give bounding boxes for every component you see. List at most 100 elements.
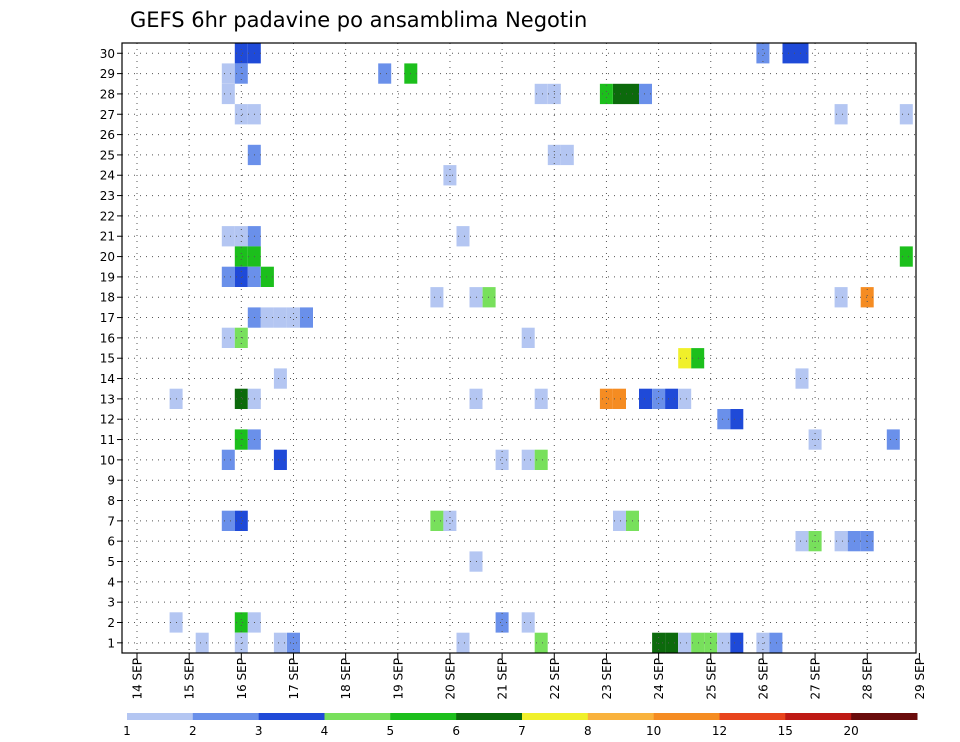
colorbar-swatch: [653, 713, 720, 720]
y-tick-label: 7: [107, 514, 115, 528]
y-tick-label: 25: [100, 148, 115, 162]
y-tick-label: 4: [107, 575, 115, 589]
heat-cell: [834, 287, 848, 308]
x-tick-label: 21 SEP: [496, 658, 510, 700]
heat-cell: [599, 388, 613, 409]
heat-cell: [534, 388, 548, 409]
colorbar-swatch: [785, 713, 852, 720]
heat-cell: [221, 266, 235, 287]
y-tick-label: 20: [100, 250, 115, 264]
heat-cell: [300, 307, 313, 328]
y-tick-label: 6: [107, 535, 115, 549]
y-tick-label: 28: [100, 87, 115, 101]
heat-cell: [717, 409, 731, 430]
heat-cell: [443, 510, 457, 531]
x-tick-label: 29 SEP: [913, 658, 927, 700]
heat-cell: [665, 632, 679, 653]
heat-cell: [195, 632, 209, 653]
heat-cell: [495, 612, 509, 633]
heat-cell: [834, 104, 848, 125]
plot-frame: [121, 42, 917, 654]
heat-cell: [795, 43, 809, 64]
y-tick-label: 9: [107, 474, 115, 488]
heat-cell: [639, 83, 652, 105]
colorbar-swatch: [522, 713, 589, 720]
heat-cell: [730, 409, 744, 430]
heat-cell: [234, 226, 248, 247]
colorbar-swatch: [390, 713, 457, 720]
heat-cell: [613, 510, 626, 531]
y-tick-label: 23: [100, 189, 115, 203]
y-tick-label: 14: [100, 372, 115, 386]
heat-cell: [652, 388, 666, 409]
heat-cell: [691, 348, 705, 369]
heat-cell: [678, 348, 692, 369]
colorbar-label: 3: [255, 724, 263, 738]
y-tick-label: 16: [100, 331, 115, 345]
heat-cell: [834, 531, 848, 552]
y-tick-label: 3: [107, 596, 115, 610]
heat-cell: [273, 449, 287, 470]
x-tick-label: 25 SEP: [704, 658, 718, 700]
heat-cell: [221, 226, 235, 247]
heat-cell: [221, 510, 235, 531]
heat-cell: [221, 63, 235, 84]
heat-cell: [378, 63, 392, 84]
heat-cell: [456, 226, 470, 247]
heat-cell: [639, 388, 652, 409]
colorbar-label: 8: [584, 724, 592, 738]
y-tick-label: 5: [107, 555, 115, 569]
y-tick-label: 27: [100, 108, 115, 122]
heat-cell: [234, 510, 248, 531]
heat-cell: [234, 104, 248, 125]
heat-cell: [613, 83, 626, 105]
heat-cell: [260, 307, 274, 328]
y-tick-label: 24: [100, 169, 115, 183]
y-tick-label: 1: [107, 636, 115, 650]
grid-layer: [122, 43, 916, 653]
y-tick-label: 18: [100, 291, 115, 305]
x-tick-label: 22 SEP: [548, 658, 562, 700]
x-tick-label: 14 SEP: [131, 658, 145, 700]
heat-cell: [782, 43, 796, 64]
heat-cell: [652, 632, 666, 653]
y-tick-label: 2: [107, 616, 115, 630]
heat-cell: [717, 632, 731, 653]
colorbar-label: 7: [518, 724, 526, 738]
heat-cell: [456, 632, 470, 653]
y-tick-label: 22: [100, 209, 115, 223]
x-tick-label: 16 SEP: [235, 658, 249, 700]
heat-cell: [756, 43, 770, 64]
y-tick-label: 11: [100, 433, 115, 447]
heat-cell: [260, 266, 274, 287]
y-tick-label: 29: [100, 67, 115, 81]
colorbar-label: 1: [123, 724, 131, 738]
x-tick-label: 20 SEP: [444, 658, 458, 700]
heat-cell: [730, 632, 744, 653]
heat-cell: [899, 246, 913, 267]
heat-cell: [534, 632, 548, 653]
x-tick-label: 19 SEP: [391, 658, 405, 700]
y-tick-label: 17: [100, 311, 115, 325]
heat-cell: [678, 632, 692, 653]
heat-cell: [769, 632, 783, 653]
heat-cell: [287, 632, 300, 653]
heat-cell: [273, 307, 287, 328]
y-tick-label: 13: [100, 392, 115, 406]
y-tick-label: 21: [100, 230, 115, 244]
colorbar-label: 12: [712, 724, 727, 738]
heat-cell: [521, 612, 535, 633]
colorbar-label: 4: [321, 724, 329, 738]
heat-cell: [534, 449, 548, 470]
heat-cell: [521, 449, 535, 470]
y-tick-label: 8: [107, 494, 115, 508]
heat-cell: [495, 449, 509, 470]
cells-layer: [169, 43, 913, 653]
heat-cell: [860, 287, 874, 308]
heat-cell: [756, 632, 770, 653]
x-tick-label: 26 SEP: [756, 658, 770, 700]
y-tick-label: 26: [100, 128, 115, 142]
heat-cell: [234, 246, 248, 267]
heat-cell: [287, 307, 300, 328]
